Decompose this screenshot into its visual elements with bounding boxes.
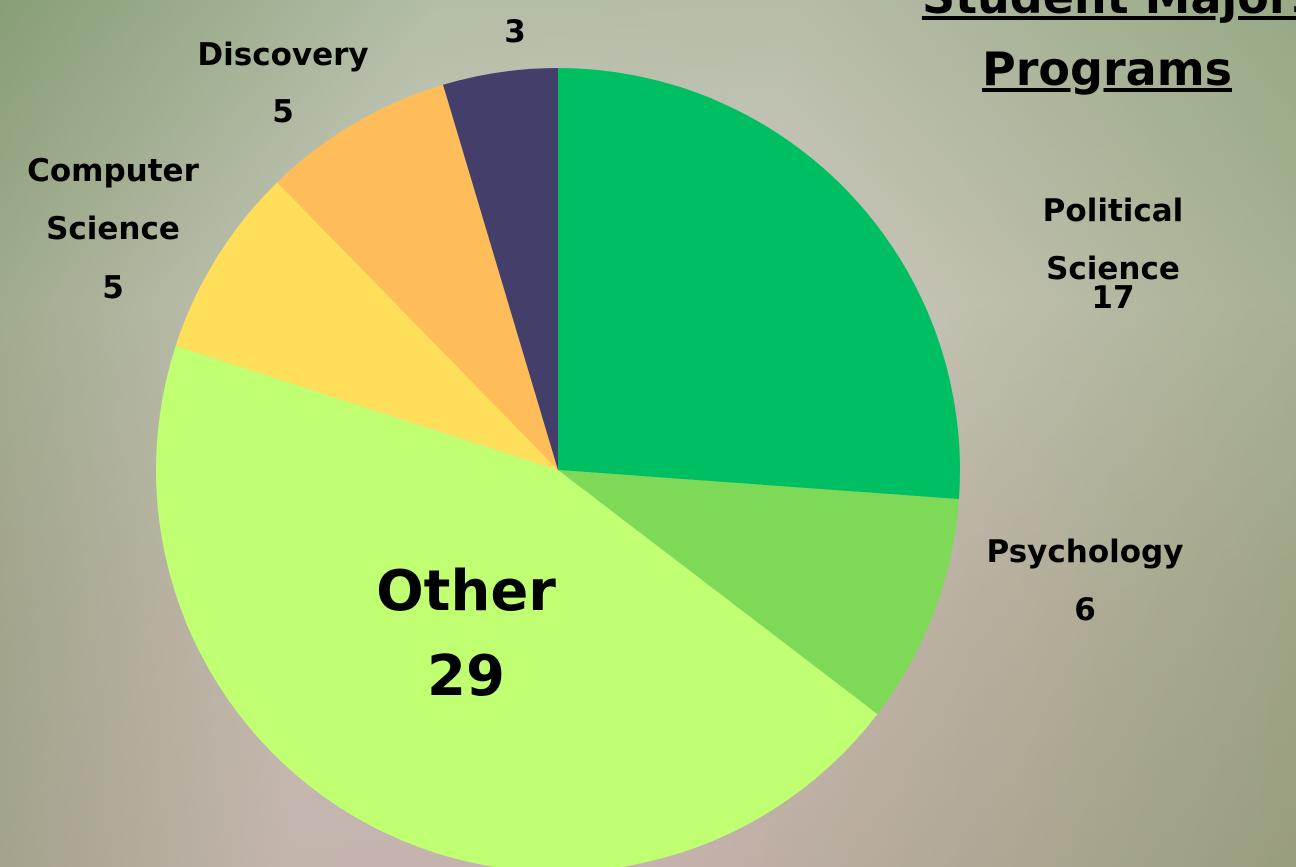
chart: Student Majors a Programs Political Scie… <box>0 0 1296 867</box>
value-label: 5 <box>0 259 243 317</box>
value-label: 29 <box>336 635 596 719</box>
slice-label: Other <box>336 550 596 634</box>
value-label: 6 <box>955 581 1215 639</box>
slice-label: Discovery <box>153 26 413 84</box>
slice-label: Psychology <box>955 523 1215 581</box>
value-label: 3 <box>385 3 645 61</box>
slice-label: Computer Science <box>13 142 213 258</box>
pie-slice <box>558 68 960 499</box>
chart-title: Programs <box>982 42 1232 96</box>
chart-title: Student Majors a <box>922 0 1296 24</box>
value-label: 17 <box>983 269 1243 327</box>
value-label: 5 <box>153 83 413 141</box>
